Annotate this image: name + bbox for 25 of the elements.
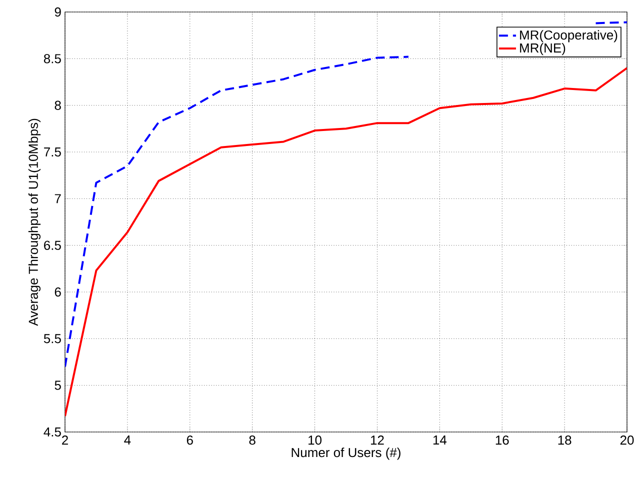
y-tick-label: 8 [54,100,61,110]
y-tick-label: 8.5 [44,54,61,64]
x-tick-label: 18 [558,436,572,445]
x-tick-label: 16 [496,436,509,445]
x-tick-label: 6 [186,436,193,445]
y-tick-label: 5.5 [44,334,61,344]
y-tick-label: 6 [54,287,61,297]
y-tick-label: 7.5 [44,147,61,157]
x-tick-label: 8 [249,436,256,445]
y-tick-label: 6.5 [44,240,61,250]
legend-label: MR(NE) [520,43,566,56]
x-tick-label: 4 [124,436,131,444]
y-tick-label: 4.5 [44,427,61,437]
x-tick-label: 2 [62,436,68,445]
y-tick-label: 5 [54,380,61,390]
line-series [65,67,627,418]
x-axis-title: Numer of Users (#) [292,448,400,460]
x-tick-label: 14 [433,436,447,444]
y-tick-label: 7 [54,194,61,204]
x-tick-label: 12 [370,436,384,445]
legend-label: MR(Cooperative) [520,30,618,42]
y-tick-label: 9 [54,7,61,17]
x-tick-label: 20 [620,436,634,445]
y-axis-title: Average Throughput of U1(10Mbps) [28,118,41,326]
x-tick-label: 10 [308,436,322,445]
